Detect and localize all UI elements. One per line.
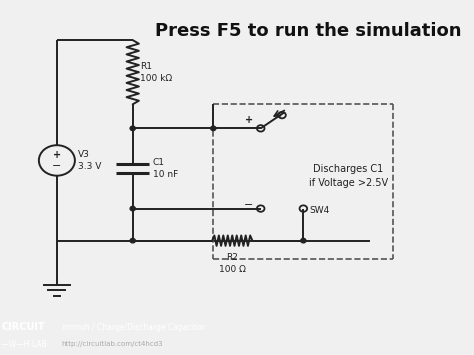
Text: R1
100 kΩ: R1 100 kΩ (140, 62, 172, 83)
Text: http://circuitlab.com/ct4hcd3: http://circuitlab.com/ct4hcd3 (62, 342, 163, 347)
Text: +: + (245, 115, 253, 125)
Text: C1
10 nF: C1 10 nF (153, 158, 178, 179)
Text: −: − (52, 162, 62, 171)
Text: Press F5 to run the simulation: Press F5 to run the simulation (155, 22, 461, 40)
Text: SW4: SW4 (309, 206, 329, 215)
Circle shape (130, 239, 136, 243)
Circle shape (301, 239, 306, 243)
Text: mrmuh / Charge/Discharge Capacitor: mrmuh / Charge/Discharge Capacitor (62, 323, 205, 332)
Circle shape (210, 126, 216, 131)
Circle shape (130, 206, 136, 211)
Text: +: + (53, 150, 61, 160)
Text: CIRCUIT: CIRCUIT (2, 322, 46, 332)
Circle shape (130, 126, 136, 131)
Text: V3
3.3 V: V3 3.3 V (78, 150, 101, 171)
Text: R2
100 Ω: R2 100 Ω (219, 253, 246, 274)
Text: —W—H LAB: —W—H LAB (1, 340, 46, 349)
Text: Discharges C1
if Voltage >2.5V: Discharges C1 if Voltage >2.5V (309, 164, 388, 189)
Text: −: − (244, 200, 254, 209)
